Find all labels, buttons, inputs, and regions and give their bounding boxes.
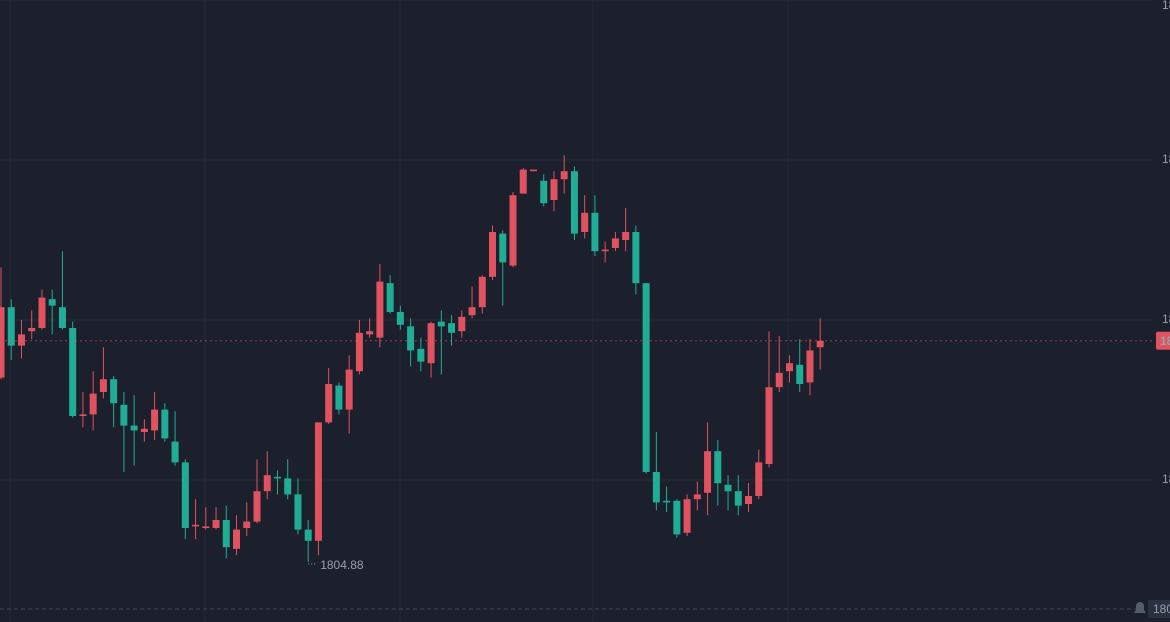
candle-body	[591, 212, 599, 252]
candle-body	[284, 478, 292, 495]
candle-body	[724, 484, 732, 492]
time-grid	[9, 0, 789, 622]
candle-body	[376, 281, 384, 338]
candle-body	[89, 393, 97, 415]
candle-body	[489, 232, 497, 277]
candle-body	[253, 491, 261, 522]
candle-body	[0, 307, 5, 378]
candle-body	[110, 379, 118, 404]
candle-body	[171, 441, 179, 463]
candle-body	[202, 526, 210, 528]
candle-body	[99, 379, 107, 392]
candle-body	[212, 520, 220, 528]
candle-body	[734, 491, 742, 506]
candle-body	[765, 387, 773, 464]
candle-body	[601, 249, 609, 252]
candle-body	[396, 312, 404, 325]
candle-body	[181, 462, 189, 528]
candle-body	[314, 422, 322, 541]
candle-body	[745, 496, 753, 504]
candle-body	[38, 297, 46, 328]
candle-body	[560, 171, 568, 180]
candle-body	[140, 428, 148, 432]
candle-body	[785, 363, 793, 372]
candle-body	[663, 500, 671, 503]
candle-body	[273, 476, 281, 479]
candle-body	[79, 414, 87, 416]
candle-body	[550, 179, 558, 200]
candle-body	[304, 529, 312, 541]
candle-body	[632, 232, 640, 284]
candle-body	[69, 328, 77, 416]
alert-tag	[1148, 599, 1170, 618]
candle-body	[540, 180, 548, 204]
candle-body	[192, 524, 200, 527]
candle-body	[437, 321, 445, 327]
candle-body	[704, 451, 712, 493]
last-price-tag	[1156, 331, 1170, 350]
candle-body	[243, 521, 251, 528]
candle-body	[335, 385, 343, 410]
y-tick-label: 1840	[1162, 0, 1170, 12]
candle-body	[233, 529, 241, 549]
candle-body	[796, 364, 804, 384]
candle-body	[458, 316, 466, 332]
candle-body	[581, 212, 589, 232]
candle-body	[263, 475, 271, 492]
candle-body	[529, 169, 537, 172]
candle-body	[58, 307, 66, 328]
candle-body	[386, 283, 394, 312]
candle-body	[448, 323, 456, 333]
candle-body	[693, 494, 701, 500]
candle-body	[355, 332, 363, 372]
candle-body	[366, 331, 374, 335]
candle-body	[345, 369, 353, 410]
candle-body	[161, 409, 169, 439]
candle-body	[622, 232, 630, 240]
candle-body	[816, 340, 824, 348]
candle-body	[478, 276, 486, 308]
candle-body	[806, 350, 814, 383]
candle-body	[499, 233, 507, 263]
candle-body	[120, 404, 128, 426]
candle-body	[48, 299, 56, 306]
candle-body	[151, 409, 159, 431]
candle-body	[652, 472, 660, 503]
candle-body	[28, 328, 36, 332]
candle-body	[673, 500, 681, 535]
alert-bell	[1134, 601, 1146, 613]
last-price-label: 1818.7	[1160, 334, 1170, 348]
candle-body	[714, 451, 722, 484]
candle-body	[407, 326, 415, 351]
y-tick-label: 1810	[1162, 472, 1170, 486]
candle-body	[468, 307, 476, 316]
candle-body	[427, 323, 435, 364]
candle-body	[17, 334, 25, 346]
candle-body	[417, 348, 425, 362]
candle-body	[642, 283, 650, 472]
candle-body	[7, 307, 15, 346]
candle-body	[519, 169, 527, 194]
candle-body	[294, 494, 302, 530]
low-annotation: 1804.88	[320, 558, 364, 572]
y-tick-label: 1830	[1162, 152, 1170, 166]
candle-body	[509, 195, 517, 266]
candle-body	[755, 462, 763, 496]
candle-body	[130, 425, 138, 431]
candle-body	[325, 384, 333, 423]
candle-body	[222, 520, 230, 548]
y-tick-label: 1820	[1162, 312, 1170, 326]
candle-body	[683, 499, 691, 533]
candle-body	[611, 238, 619, 248]
candle-body	[775, 372, 783, 388]
candle-body	[570, 171, 578, 234]
